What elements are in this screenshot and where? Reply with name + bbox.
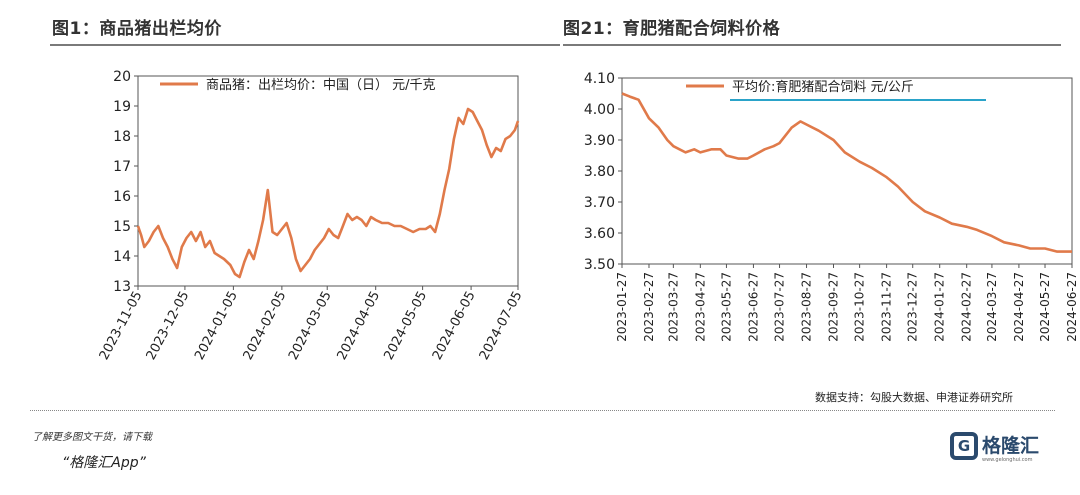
x-tick-label: 2023-04-27 [693,272,707,342]
x-tick-label: 2023-03-27 [666,272,680,342]
y-tick-label: 15 [113,219,131,235]
y-tick-label: 3.50 [584,257,615,273]
y-tick-label: 4.10 [584,71,615,87]
x-tick-label: 2024-07-05 [477,289,526,363]
footer-app-name: “格隆汇App” [62,455,146,471]
x-tick-label: 2024-04-27 [1012,272,1026,342]
x-tick-label: 2023-05-27 [719,272,733,342]
x-tick-label: 2024-01-05 [192,289,241,363]
data-source-note: 数据支持：勾股大数据、申港证券研究所 [815,391,1013,404]
y-tick-label: 16 [113,189,131,205]
legend-label: 平均价:育肥猪配合饲料 元/公斤 [732,79,914,95]
footer-divider [30,410,1055,411]
x-tick-label: 2023-11-05 [97,289,146,363]
x-tick-label: 2023-07-27 [773,272,787,342]
x-tick-label: 2023-06-27 [746,272,760,342]
y-tick-label: 14 [113,249,131,265]
x-tick-label: 2023-01-27 [615,272,629,342]
logo-subtext: www.gelonghui.com [982,457,1033,463]
gelonghui-logo: G 格隆汇 www.gelonghui.com [950,432,1040,463]
x-tick-label: 2023-11-27 [880,272,894,342]
series-line [621,92,1072,253]
y-tick-label: 20 [113,69,131,85]
x-tick-label: 2024-06-05 [430,289,479,363]
x-tick-label: 2024-05-27 [1038,272,1052,342]
footer-download-text: 了解更多图文干货，请下载 [32,432,152,443]
x-tick-label: 2024-02-05 [241,289,290,363]
plot-frame [621,77,1073,265]
x-tick-label: 2023-12-05 [144,289,193,363]
logo-g-icon: G [950,432,978,460]
logo-text: 格隆汇 [982,434,1040,457]
x-tick-label: 2024-01-27 [933,272,947,342]
y-tick-label: 19 [113,99,131,115]
y-tick-label: 4.00 [584,102,615,118]
x-tick-label: 2023-09-27 [827,272,841,342]
x-tick-label: 2024-03-05 [286,289,335,363]
y-tick-label: 3.60 [584,226,615,242]
y-tick-label: 3.90 [584,133,615,149]
x-tick-label: 2023-12-27 [906,272,920,342]
x-tick-label: 2024-04-05 [335,289,384,363]
x-tick-label: 2024-06-27 [1065,272,1079,342]
y-tick-label: 17 [113,159,131,175]
right-chart-title: 图21：育肥猪配合饲料价格 [563,19,781,39]
left-title-rule [50,44,560,46]
y-tick-label: 3.80 [584,164,615,180]
x-tick-label: 2023-10-27 [853,272,867,342]
series-line [136,107,520,279]
x-tick-label: 2024-05-05 [381,289,430,363]
right-title-rule [563,44,1061,46]
x-tick-label: 2024-02-27 [960,272,974,342]
left-chart-title: 图1：商品猪出栏均价 [52,19,222,39]
feed-price-chart: 3.50 3.60 3.70 3.80 3.90 4.00 4.10 2023-01-27 20… [584,71,1079,342]
y-tick-label: 18 [113,129,131,145]
plot-frame [137,75,519,287]
x-tick-label: 2023-02-27 [642,272,656,342]
y-tick-label: 13 [113,279,131,295]
y-tick-label: 3.70 [584,195,615,211]
x-tick-label: 2024-03-27 [985,272,999,342]
legend-label: 商品猪：出栏均价：中国（日） 元/千克 [206,78,436,93]
x-tick-label: 2023-08-27 [800,272,814,342]
